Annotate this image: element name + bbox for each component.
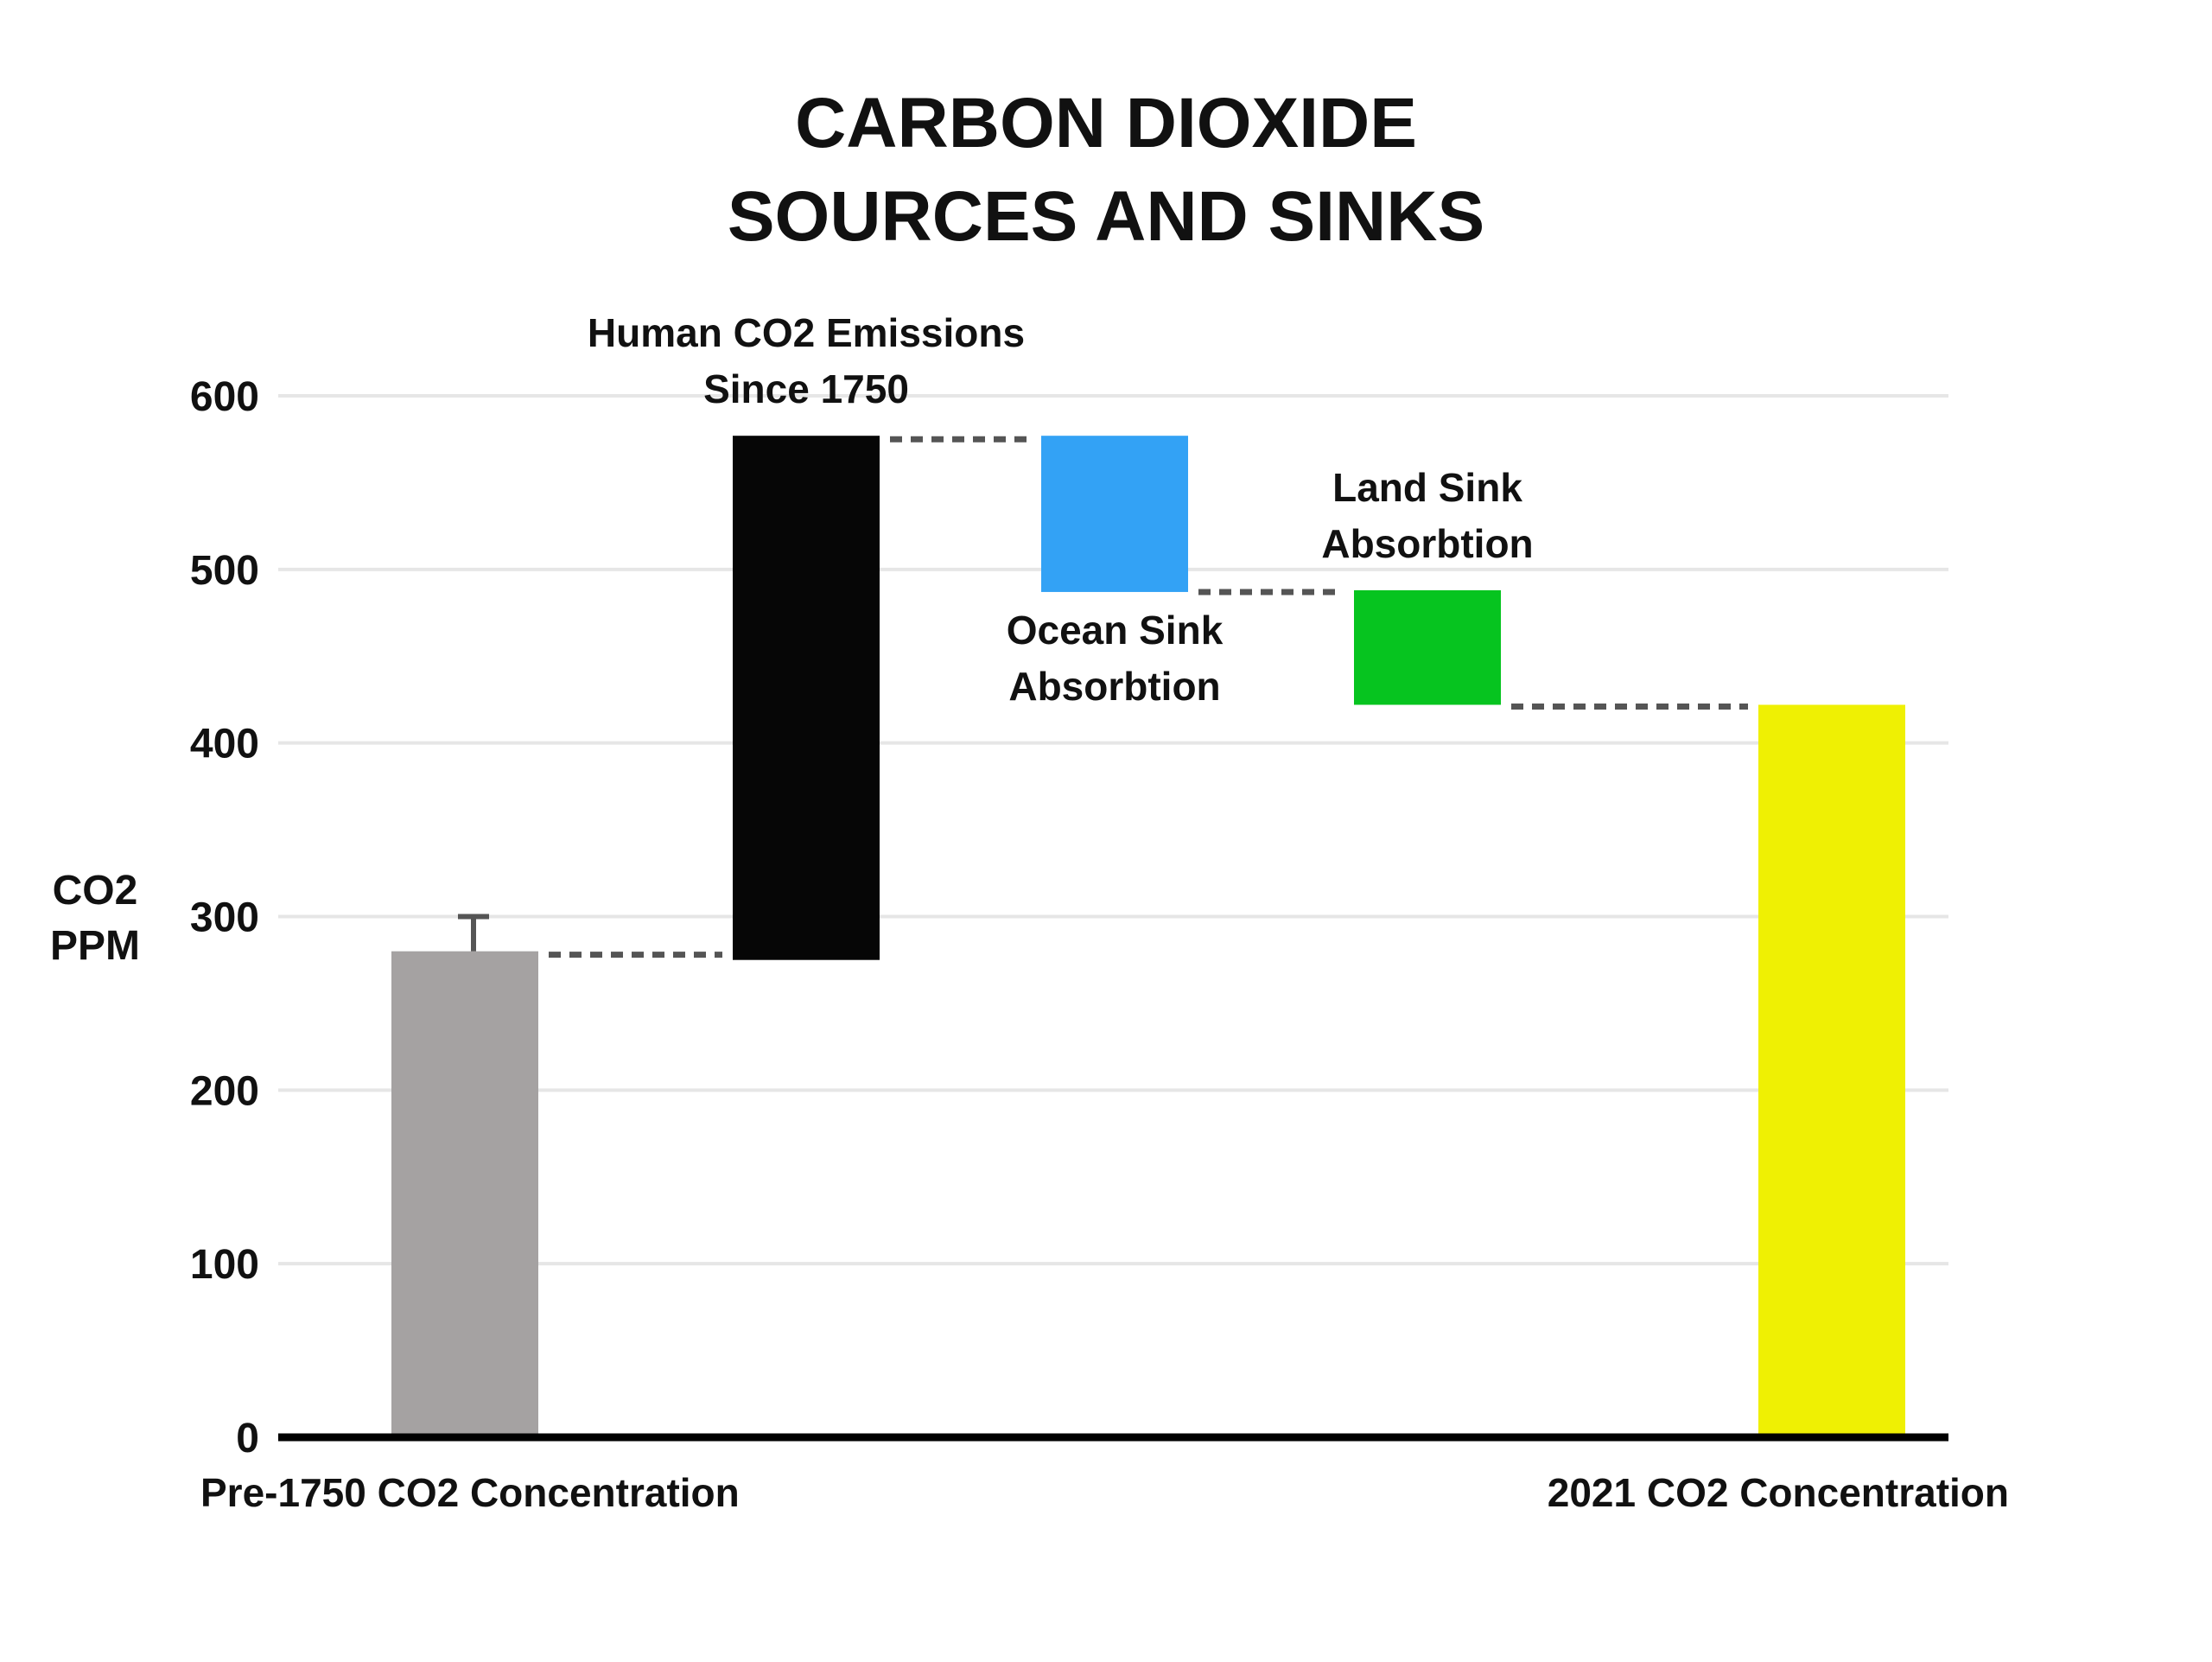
bar-label-human-emissions-line-1: Human CO2 Emissions [588, 310, 1025, 355]
y-tick-label-0: 0 [236, 1416, 259, 1461]
y-axis-label-line-2: PPM [50, 923, 140, 969]
bar-label-ocean-sink-line-1: Ocean Sink [1007, 608, 1224, 653]
chart-title-line-1: CARBON DIOXIDE [795, 84, 1417, 162]
connector-lines [549, 436, 1748, 958]
bar-label-land-sink-line-1: Land Sink [1332, 465, 1522, 510]
bar-label-pre-1750-line-1: Pre-1750 CO2 Concentration [200, 1470, 740, 1515]
bar-label-human-emissions-line-2: Since 1750 [703, 366, 909, 411]
bar-land-sink [1354, 589, 1501, 705]
y-tick-label-500: 500 [190, 548, 259, 594]
bar-label-2021-line-1: 2021 CO2 Concentration [1548, 1470, 2009, 1515]
bar-label-land-sink-line-2: Absorbtion [1321, 521, 1533, 566]
y-axis-label-line-1: CO2 [53, 868, 138, 914]
bar-human-emissions [733, 436, 880, 960]
chart-title: CARBON DIOXIDE SOURCES AND SINKS [728, 84, 1484, 256]
bar-2021 [1758, 704, 1905, 1437]
y-tick-label-600: 600 [190, 374, 259, 420]
y-tick-label-100: 100 [190, 1242, 259, 1288]
bar-label-ocean-sink-line-2: Absorbtion [1008, 664, 1220, 709]
y-tick-label-200: 200 [190, 1068, 259, 1114]
y-tick-label-300: 300 [190, 895, 259, 941]
y-tick-labels: 0 100 200 300 400 500 600 [190, 374, 259, 1461]
y-axis-label: CO2 PPM [50, 868, 140, 969]
y-tick-label-400: 400 [190, 722, 259, 767]
bar-labels: Pre-1750 CO2 Concentration Human CO2 Emis… [200, 310, 2009, 1515]
bar-pre-1750 [391, 951, 538, 1437]
bar-ocean-sink [1041, 436, 1188, 592]
bars [391, 436, 1905, 1437]
chart-title-line-2: SOURCES AND SINKS [728, 177, 1484, 256]
